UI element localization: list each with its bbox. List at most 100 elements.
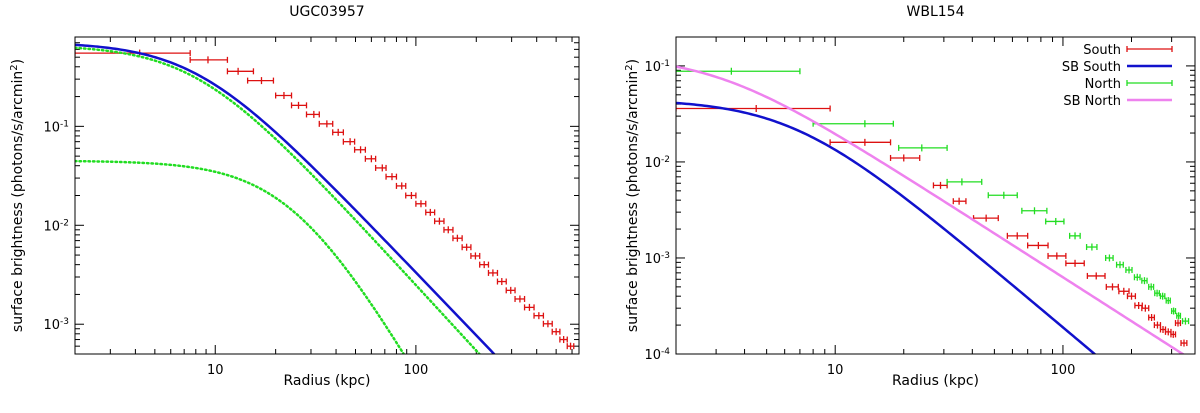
- data-point: [1105, 254, 1114, 262]
- data-point: [898, 144, 948, 152]
- data-point: [889, 154, 921, 162]
- data-point: [461, 243, 472, 251]
- data-point: [1086, 272, 1106, 280]
- x-tick-label: 100: [403, 363, 428, 378]
- data-point: [533, 312, 545, 320]
- plot-area: [75, 43, 575, 354]
- y-axis-label-end: ): [10, 59, 26, 64]
- model-curve: [75, 43, 496, 354]
- y-axis-label-sup: 2: [9, 64, 20, 70]
- y-tick-exponent: -2: [661, 155, 670, 165]
- data-point: [246, 77, 275, 85]
- data-point: [395, 182, 407, 190]
- y-tick-exponent: -4: [661, 347, 670, 357]
- y-tick-exponent: -1: [661, 59, 670, 69]
- series-line-0: [75, 49, 575, 350]
- data-point: [1115, 261, 1124, 269]
- data-point: [374, 164, 387, 172]
- y-axis-label-main: surface brightness (photons/s/arcmin: [10, 71, 26, 332]
- y-tick-exponent: -3: [661, 251, 670, 261]
- data-point: [1068, 232, 1081, 240]
- plot-area: [676, 65, 1190, 354]
- data-point: [470, 252, 481, 260]
- panel-ugc03957: UGC03957 Radius (kpc) surface brightness (…: [9, 4, 580, 389]
- data-point: [1148, 283, 1155, 291]
- data-point: [1118, 287, 1130, 295]
- data-point: [523, 303, 535, 311]
- y-tick-base: 10: [644, 60, 661, 75]
- data-point: [932, 181, 948, 189]
- data-point: [505, 286, 516, 294]
- y-axis-label-sup: 2: [624, 64, 635, 70]
- legend-label: SB North: [1063, 94, 1121, 109]
- ticks: [675, 36, 1195, 355]
- data-point: [551, 328, 561, 336]
- model-curve: [75, 159, 406, 354]
- legend-item: South: [1083, 43, 1173, 58]
- chart-title: WBL154: [907, 4, 965, 20]
- data-point: [542, 320, 553, 328]
- data-point: [1125, 266, 1133, 274]
- series-line-3: [75, 159, 406, 354]
- legend-label: North: [1085, 77, 1121, 92]
- data-point: [1133, 273, 1141, 281]
- data-point: [514, 295, 526, 303]
- y-tick-exponent: -2: [60, 218, 69, 228]
- data-point: [1170, 307, 1177, 315]
- data-point: [987, 191, 1018, 199]
- y-tick-label: 10-4: [644, 347, 670, 363]
- y-axis-label: surface brightness (photons/s/arcmin2): [9, 59, 27, 332]
- data-point: [1105, 283, 1119, 291]
- data-point: [1085, 243, 1098, 251]
- data-point: [274, 92, 293, 100]
- data-point: [1141, 304, 1150, 312]
- series-line-2: [75, 46, 482, 354]
- y-tick-base: 10: [644, 348, 661, 363]
- data-point: [1180, 339, 1188, 347]
- data-point: [226, 67, 255, 75]
- data-point: [1159, 292, 1166, 300]
- plot-frame: [675, 36, 1196, 355]
- data-point: [433, 217, 445, 225]
- y-tick-base: 10: [43, 219, 60, 234]
- data-point: [1181, 317, 1190, 325]
- data-point: [566, 342, 575, 350]
- data-point: [1164, 328, 1172, 336]
- y-tick-base: 10: [644, 156, 661, 171]
- y-tick-label: 10-3: [43, 317, 69, 333]
- y-tick-label: 10-2: [43, 218, 69, 234]
- data-point: [952, 197, 967, 205]
- data-point: [305, 110, 320, 118]
- y-tick-label: 10-3: [644, 251, 670, 267]
- data-point: [318, 120, 334, 128]
- y-tick-label: 10-1: [43, 119, 69, 135]
- data-point: [1148, 313, 1156, 321]
- data-point: [946, 178, 983, 186]
- data-point: [479, 261, 490, 269]
- data-point: [496, 278, 507, 286]
- data-point: [1170, 330, 1177, 338]
- x-axis-label: Radius (kpc): [892, 373, 979, 389]
- data-point: [1045, 217, 1065, 225]
- y-tick-exponent: -1: [60, 119, 69, 129]
- model-curve: [75, 46, 482, 354]
- data-point: [829, 138, 892, 146]
- y-axis-label: surface brightness (photons/s/arcmin2): [624, 59, 642, 332]
- panel-wbl154: WBL154 Radius (kpc) surface brightness (ph…: [624, 4, 1196, 389]
- data-point: [332, 128, 345, 136]
- y-axis-label-end: ): [625, 59, 641, 64]
- series-south: [676, 105, 1188, 347]
- data-point: [1165, 297, 1171, 305]
- data-point: [1027, 241, 1049, 249]
- data-point: [452, 234, 463, 242]
- data-point: [1141, 277, 1148, 285]
- data-point: [1134, 301, 1143, 309]
- data-point: [405, 192, 417, 199]
- plot-frame: [74, 36, 580, 355]
- series-line-1: [75, 43, 496, 354]
- data-point: [425, 208, 436, 216]
- data-point: [1126, 292, 1137, 300]
- data-point: [559, 336, 568, 344]
- y-tick-base: 10: [644, 252, 661, 267]
- data-point: [443, 226, 454, 234]
